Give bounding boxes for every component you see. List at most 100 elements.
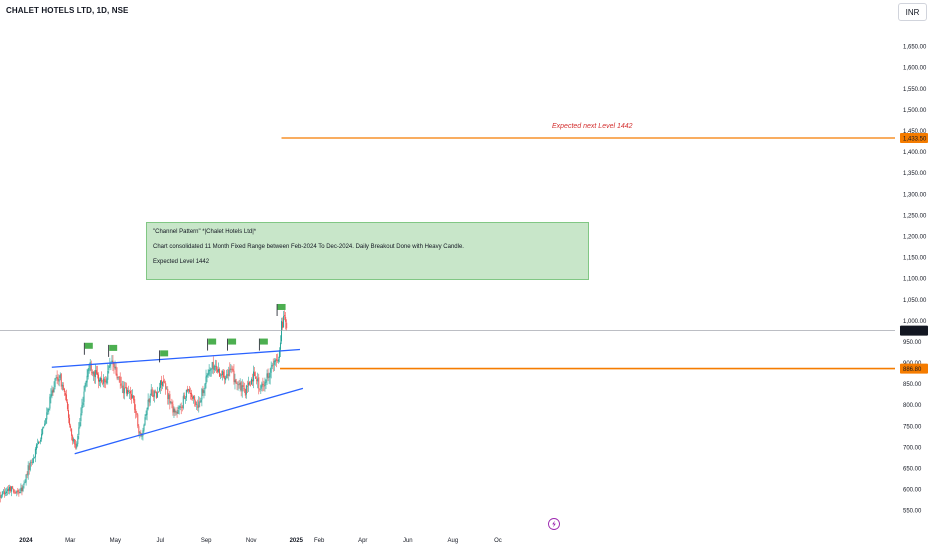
price-label-last: 976.70	[903, 329, 922, 335]
candle-body	[62, 385, 64, 390]
candle-body	[271, 365, 273, 367]
candle-body	[284, 314, 286, 317]
candle-body	[3, 491, 5, 495]
candle-body	[150, 389, 152, 396]
candle-body	[274, 360, 276, 363]
candle-body	[127, 390, 129, 393]
candle-body	[114, 367, 116, 368]
candle-body	[49, 396, 51, 409]
candle-body	[160, 380, 162, 388]
candle-body	[41, 433, 43, 440]
candle-body	[201, 389, 203, 400]
candle-body	[109, 362, 111, 367]
candle-body	[198, 401, 200, 408]
candle-body	[67, 410, 69, 418]
candle-body	[254, 372, 256, 376]
candle-body	[226, 374, 228, 379]
candle-body	[104, 378, 106, 382]
candle-body	[161, 380, 163, 386]
candle-body	[8, 488, 10, 491]
candle-body	[245, 385, 247, 395]
candle-body	[173, 408, 175, 413]
candle-body	[276, 360, 278, 361]
candle-body	[42, 428, 44, 435]
candle-body	[26, 473, 28, 475]
candle-body	[46, 412, 48, 420]
candle-body	[76, 443, 78, 448]
candle-body	[147, 399, 149, 409]
y-tick-label: 800.00	[903, 403, 922, 409]
candle-body	[120, 383, 122, 386]
candle-body	[190, 392, 192, 395]
candle-body	[269, 373, 271, 378]
candle-body	[230, 369, 232, 370]
x-tick-label: Feb	[314, 538, 325, 544]
candle-body	[100, 377, 102, 381]
price-label-target: 1,433.50	[903, 136, 927, 142]
candle-body	[85, 381, 87, 386]
candle-body	[61, 384, 63, 387]
y-tick-label: 1,350.00	[903, 171, 927, 177]
candle-body	[95, 370, 97, 374]
candle-body	[56, 376, 58, 379]
candle-body	[164, 381, 166, 383]
lightning-icon[interactable]	[548, 518, 560, 530]
candle-body	[107, 370, 109, 380]
candle-body	[108, 365, 110, 371]
candle-body	[231, 368, 233, 370]
candle-body	[151, 389, 153, 396]
candle-body	[283, 316, 285, 328]
y-tick-label: 1,400.00	[903, 150, 927, 156]
candle-body	[219, 374, 221, 376]
price-axis: 550.00 600.00 650.00 700.00 750.00 800.00 850.…	[903, 45, 927, 515]
candle-body	[90, 363, 92, 371]
candle-body	[144, 417, 146, 425]
candle-body	[124, 387, 126, 388]
candle-body	[266, 373, 268, 379]
x-tick-label: Jul	[157, 538, 165, 544]
candle-body	[167, 388, 169, 399]
candle-body	[138, 426, 140, 433]
candle-body	[88, 364, 90, 371]
candle-body	[207, 373, 209, 376]
candle-body	[5, 491, 7, 493]
candle-body	[221, 374, 223, 376]
y-tick-label: 1,600.00	[903, 66, 927, 72]
candle-body	[154, 391, 156, 393]
candle-body	[177, 410, 179, 414]
candle-body	[69, 417, 71, 425]
candle-body	[35, 444, 37, 450]
lower-channel-line	[74, 387, 304, 455]
candle-body	[247, 382, 249, 386]
candle-body	[89, 362, 91, 366]
candle-body	[195, 401, 197, 405]
candle-body	[242, 385, 244, 387]
candle-body	[175, 411, 177, 412]
x-tick-label: Oc	[494, 538, 502, 544]
y-tick-label: 1,550.00	[903, 87, 927, 93]
candle-body	[1, 491, 3, 496]
candle-body	[187, 389, 189, 391]
candle-body	[122, 385, 124, 394]
x-tick-label: Jun	[403, 538, 413, 544]
candle-body	[25, 474, 27, 483]
candle-body	[233, 370, 235, 382]
candle-body	[29, 461, 31, 470]
annotation-note[interactable]: "Channel Pattern" *|Chalet Hotels Ltd|* …	[146, 222, 589, 280]
candle-body	[191, 392, 193, 397]
candle-body	[96, 372, 98, 375]
y-tick-label: 550.00	[903, 509, 922, 515]
candle-body	[70, 425, 72, 428]
currency-selector[interactable]: INR	[898, 3, 927, 21]
y-tick-label: 1,200.00	[903, 234, 927, 240]
candle-body	[38, 441, 40, 444]
flag-icon	[227, 338, 237, 351]
flag-icon	[276, 303, 286, 316]
candle-body	[157, 391, 159, 393]
note-line-title: "Channel Pattern" *|Chalet Hotels Ltd|*	[153, 229, 257, 235]
candle-body	[210, 368, 212, 370]
candle-body	[105, 380, 107, 383]
candle-body	[209, 369, 211, 372]
candle-body	[212, 362, 214, 370]
